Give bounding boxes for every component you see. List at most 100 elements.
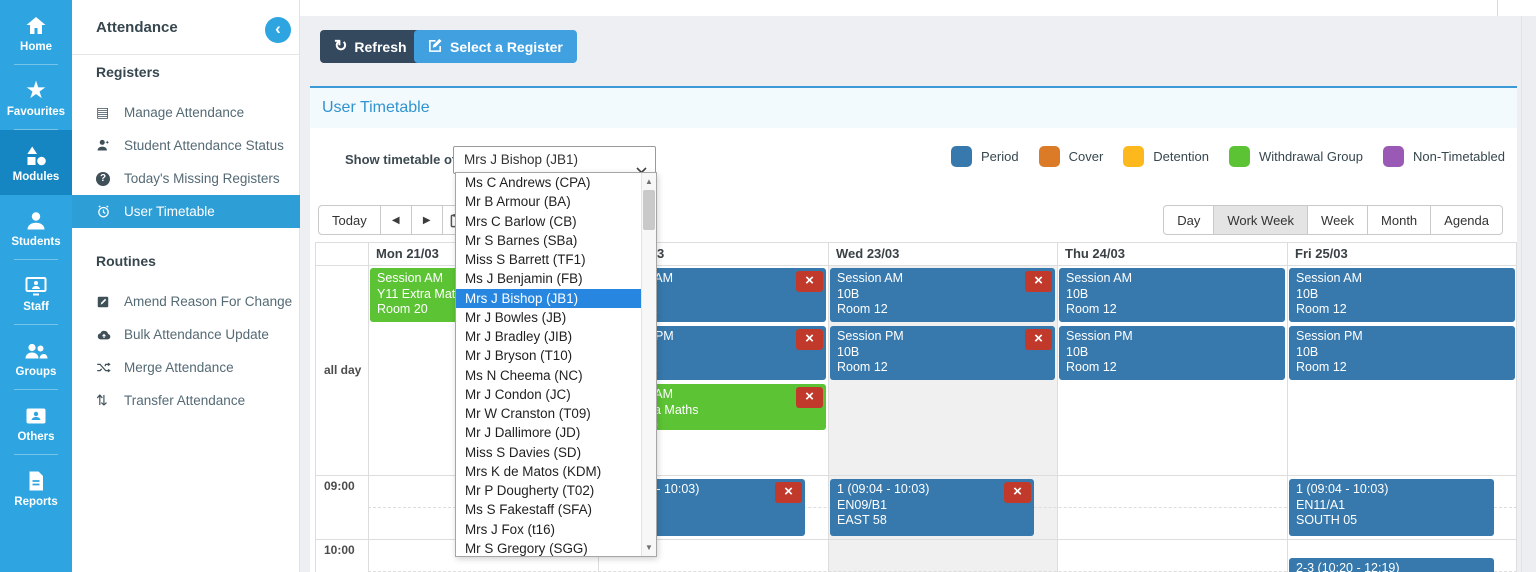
menu-item-manage-attendance[interactable]: ▤ Manage Attendance bbox=[72, 96, 300, 129]
student-icon bbox=[24, 208, 48, 234]
event-session-pm[interactable]: Session PM 10B Room 12 bbox=[1059, 326, 1285, 380]
dropdown-option-mrs-c-barlow-cb[interactable]: Mrs C Barlow (CB) bbox=[465, 213, 577, 229]
dropdown-option-mr-j-bowles-jb[interactable]: Mr J Bowles (JB) bbox=[465, 309, 567, 325]
remove-event-button[interactable]: × bbox=[796, 387, 823, 408]
sidebar-item-label: Favourites bbox=[6, 105, 66, 118]
prev-day-button[interactable]: ◀ bbox=[379, 205, 412, 235]
grid-line bbox=[315, 265, 1517, 266]
menu-item-label: Transfer Attendance bbox=[124, 393, 246, 408]
menu-item-amend-reason-for-change[interactable]: Amend Reason For Change bbox=[72, 285, 300, 318]
grid-line bbox=[368, 242, 369, 572]
view-button-agenda[interactable]: Agenda bbox=[1430, 205, 1503, 235]
remove-event-button[interactable]: × bbox=[796, 329, 823, 350]
event-session-am[interactable]: Session AM 10B Room 12 bbox=[1289, 268, 1515, 322]
dropdown-option-mr-p-dougherty-t02[interactable]: Mr P Dougherty (T02) bbox=[465, 483, 595, 498]
dropdown-option-ms-n-cheema-nc[interactable]: Ms N Cheema (NC) bbox=[465, 367, 583, 383]
scroll-down-icon[interactable]: ▼ bbox=[645, 543, 653, 552]
event-line: Room 12 bbox=[837, 302, 888, 316]
scrollbar-thumb[interactable] bbox=[643, 190, 655, 230]
view-button-work-week[interactable]: Work Week bbox=[1213, 205, 1309, 235]
dropdown-option-miss-s-barrett-tf1[interactable]: Miss S Barrett (TF1) bbox=[465, 252, 586, 267]
attendance-menu-panel: Attendance ‹ Registers ▤ Manage Attendance… bbox=[72, 0, 300, 572]
show-timetable-of-label: Show timetable of bbox=[345, 152, 457, 167]
day-header-wed-23-03: Wed 23/03 bbox=[836, 246, 900, 261]
sidebar-item-staff[interactable]: Staff bbox=[0, 260, 72, 325]
menu-item-label: Today's Missing Registers bbox=[124, 171, 280, 186]
event-line: Session AM bbox=[1296, 271, 1363, 285]
event-line: EN11/A1 bbox=[1296, 497, 1346, 512]
grid-line bbox=[1287, 242, 1288, 572]
menu-item-student-attendance-status[interactable]: Student Attendance Status bbox=[72, 129, 300, 162]
sidebar-item-favourites[interactable]: ★ Favourites bbox=[0, 65, 72, 130]
sidebar-item-home[interactable]: Home bbox=[0, 0, 72, 65]
dropdown-option-mr-j-dallimore-jd[interactable]: Mr J Dallimore (JD) bbox=[465, 425, 581, 441]
event-line: 10B bbox=[1296, 286, 1319, 301]
dropdown-option-ms-s-fakestaff-sfa[interactable]: Ms S Fakestaff (SFA) bbox=[465, 502, 592, 518]
dropdown-option-mr-b-armour-ba[interactable]: Mr B Armour (BA) bbox=[465, 194, 571, 210]
remove-event-button[interactable]: × bbox=[775, 482, 802, 503]
remove-event-button[interactable]: × bbox=[796, 271, 823, 292]
view-button-week[interactable]: Week bbox=[1307, 205, 1369, 235]
event-1-09-04-10-03[interactable]: 1 (09:04 - 10:03) EN09/B1 EAST 58 × bbox=[830, 479, 1034, 536]
person-star-icon bbox=[96, 138, 118, 153]
menu-item-label: Bulk Attendance Update bbox=[124, 327, 269, 342]
legend-item-withdrawal-group: Withdrawal Group bbox=[1228, 145, 1363, 167]
legend-item-non-timetabled: Non-Timetabled bbox=[1382, 145, 1505, 167]
event-line: Room 12 bbox=[1066, 360, 1117, 374]
scroll-up-icon[interactable]: ▲ bbox=[645, 177, 653, 186]
event-line: 10B bbox=[837, 344, 860, 359]
event-session-am[interactable]: Session AM 10B Room 12 bbox=[1059, 268, 1285, 322]
menu-item-bulk-attendance-update[interactable]: Bulk Attendance Update bbox=[72, 318, 300, 351]
grid-line bbox=[315, 242, 1517, 243]
edit-square-icon bbox=[96, 295, 118, 309]
remove-event-button[interactable]: × bbox=[1004, 482, 1031, 503]
dropdown-scrollbar[interactable]: ▲ ▼ bbox=[641, 173, 656, 556]
next-day-button[interactable]: ▶ bbox=[410, 205, 443, 235]
dropdown-option-mr-j-bradley-jib[interactable]: Mr J Bradley (JIB) bbox=[465, 329, 573, 344]
dropdown-option-mr-s-gregory-sgg[interactable]: Mr S Gregory (SGG) bbox=[465, 540, 588, 556]
dropdown-option-mrs-k-de-matos-kdm[interactable]: Mrs K de Matos (KDM) bbox=[465, 463, 602, 479]
menu-item-label: Student Attendance Status bbox=[124, 138, 284, 153]
event-session-pm[interactable]: Session PM 10B Room 12 bbox=[1289, 326, 1515, 380]
dropdown-option-mr-j-bryson-t10[interactable]: Mr J Bryson (T10) bbox=[465, 348, 573, 364]
menu-item-today-s-missing-registers[interactable]: ? Today's Missing Registers bbox=[72, 162, 300, 195]
teacher-select[interactable]: Mrs J Bishop (JB1) bbox=[453, 146, 656, 174]
dropdown-option-mr-w-cranston-t09[interactable]: Mr W Cranston (T09) bbox=[465, 406, 591, 421]
sidebar-item-others[interactable]: Others bbox=[0, 390, 72, 455]
event-line: Room 12 bbox=[1296, 360, 1347, 374]
dropdown-option-mrs-j-fox-t16[interactable]: Mrs J Fox (t16) bbox=[465, 521, 556, 537]
event-2-3-10-20-12-19[interactable]: 2-3 (10:20 - 12:19) bbox=[1289, 558, 1494, 572]
timetable-calendar: all day 09:00 10:00 Mon 21/03 Session AM Y11 … bbox=[315, 242, 1517, 572]
view-button-day[interactable]: Day bbox=[1163, 205, 1215, 235]
sidebar-item-modules[interactable]: Modules bbox=[0, 130, 72, 195]
menu-section-heading-routines: Routines bbox=[96, 253, 156, 269]
sidebar-item-groups[interactable]: Groups bbox=[0, 325, 72, 390]
select-register-button[interactable]: Select a Register bbox=[414, 30, 577, 63]
view-button-month[interactable]: Month bbox=[1367, 205, 1432, 235]
dropdown-option-mrs-j-bishop-jb1[interactable]: Mrs J Bishop (JB1) bbox=[456, 288, 643, 308]
edit-icon bbox=[428, 38, 443, 56]
menu-item-transfer-attendance[interactable]: ⇅ Transfer Attendance bbox=[72, 384, 300, 417]
today-button[interactable]: Today bbox=[318, 205, 381, 235]
collapse-sidebar-button[interactable]: ‹ bbox=[265, 17, 291, 43]
remove-event-button[interactable]: × bbox=[1025, 329, 1052, 350]
dropdown-option-mr-j-condon-jc[interactable]: Mr J Condon (JC) bbox=[465, 386, 571, 402]
event-line: Room 20 bbox=[377, 302, 428, 316]
sidebar-item-reports[interactable]: Reports bbox=[0, 455, 72, 520]
dropdown-option-ms-j-benjamin-fb[interactable]: Ms J Benjamin (FB) bbox=[465, 271, 583, 287]
event-1-09-04-10-03[interactable]: 1 (09:04 - 10:03) EN11/A1 SOUTH 05 bbox=[1289, 479, 1494, 536]
remove-event-button[interactable]: × bbox=[1025, 271, 1052, 292]
dropdown-option-miss-s-davies-sd[interactable]: Miss S Davies (SD) bbox=[465, 444, 582, 460]
dropdown-option-ms-c-andrews-cpa[interactable]: Ms C Andrews (CPA) bbox=[465, 175, 591, 190]
event-line: Session PM bbox=[837, 329, 904, 343]
menu-item-user-timetable[interactable]: User Timetable bbox=[72, 195, 300, 228]
menu-item-merge-attendance[interactable]: Merge Attendance bbox=[72, 351, 300, 384]
page-scrollbar[interactable] bbox=[1521, 16, 1536, 572]
grid-line bbox=[828, 242, 829, 572]
refresh-button[interactable]: ↻ Refresh bbox=[320, 30, 421, 63]
dropdown-option-mr-s-barnes-sba[interactable]: Mr S Barnes (SBa) bbox=[465, 232, 578, 248]
sidebar-item-students[interactable]: Students bbox=[0, 195, 72, 260]
